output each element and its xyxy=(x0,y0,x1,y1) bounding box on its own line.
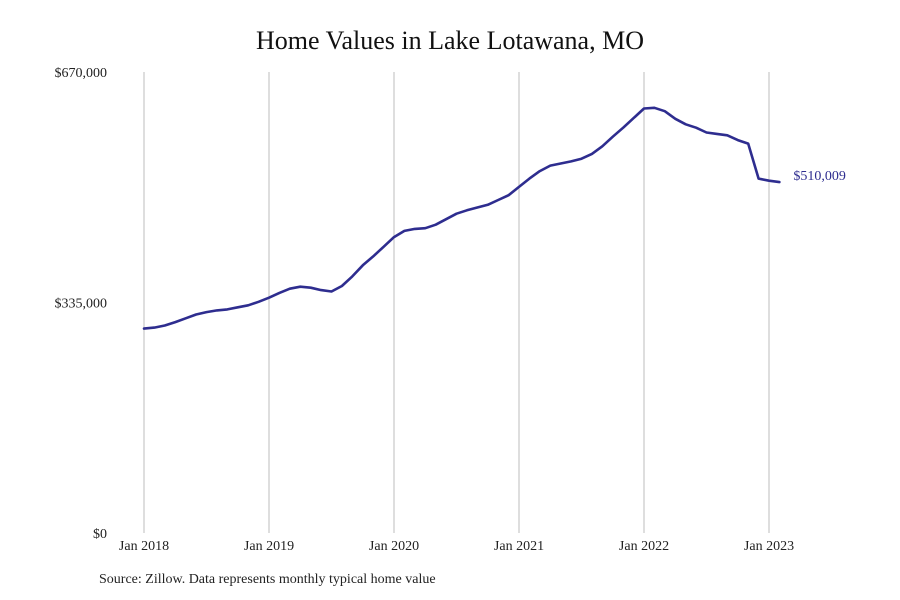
x-tick-label: Jan 2023 xyxy=(744,539,794,554)
x-tick-label: Jan 2022 xyxy=(619,539,669,554)
source-note: Source: Zillow. Data represents monthly … xyxy=(99,572,436,587)
gridlines xyxy=(143,72,770,533)
x-tick-label: Jan 2021 xyxy=(494,539,544,554)
y-tick-label: $335,000 xyxy=(55,297,108,312)
x-tick-label: Jan 2020 xyxy=(369,539,419,554)
y-tick-label: $0 xyxy=(93,527,107,542)
chart-title: Home Values in Lake Lotawana, MO xyxy=(256,26,644,55)
x-axis-ticks: Jan 2018 Jan 2019 Jan 2020 Jan 2021 Jan 2022… xyxy=(119,539,794,554)
end-value-label: $510,009 xyxy=(793,169,846,184)
x-tick-label: Jan 2018 xyxy=(119,539,169,554)
y-axis-ticks: $0 $335,000 $670,000 xyxy=(55,66,108,542)
x-tick-label: Jan 2019 xyxy=(244,539,294,554)
series-line xyxy=(142,106,781,330)
y-tick-label: $670,000 xyxy=(55,66,108,81)
series-layer: $510,009 xyxy=(142,106,846,330)
